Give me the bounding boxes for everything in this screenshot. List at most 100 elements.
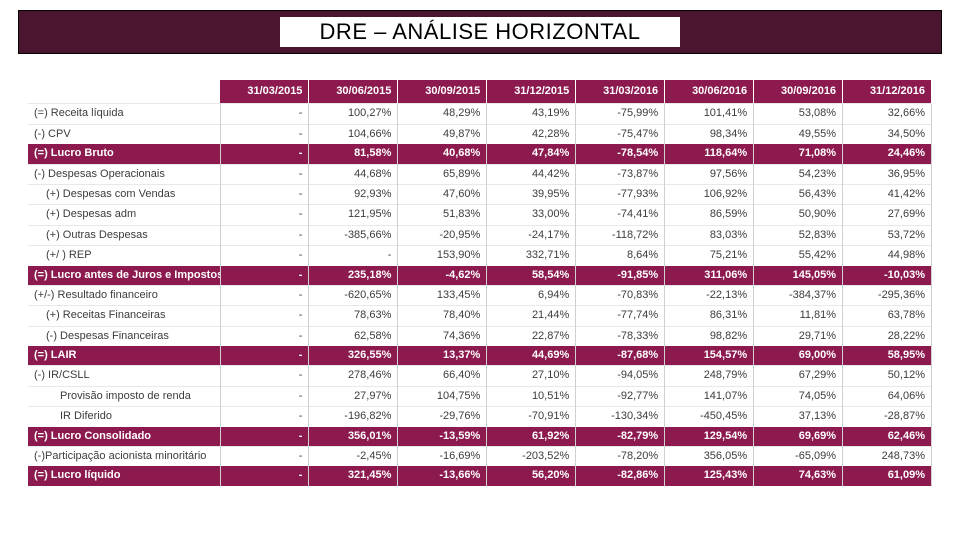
cell-value: 10,51% (487, 386, 576, 406)
cell-value: 34,50% (843, 124, 932, 144)
cell-value: -87,68% (576, 346, 665, 366)
cell-value: 332,71% (487, 246, 576, 266)
cell-value: 248,79% (665, 366, 754, 386)
table-row: (=) Lucro líquido-321,45%-13,66%56,20%-8… (28, 466, 932, 485)
cell-value: -73,87% (576, 164, 665, 184)
cell-value: -91,85% (576, 266, 665, 286)
cell-value: -450,45% (665, 407, 754, 427)
cell-value: 97,56% (665, 164, 754, 184)
cell-value: - (220, 306, 309, 326)
cell-value: 86,59% (665, 205, 754, 225)
cell-value: -385,66% (309, 225, 398, 245)
cell-value: - (220, 144, 309, 164)
cell-value: 55,42% (754, 246, 843, 266)
row-label: (=) LAIR (28, 346, 220, 366)
cell-value: -295,36% (843, 285, 932, 305)
cell-value: -13,66% (398, 466, 487, 485)
cell-value: -78,33% (576, 326, 665, 346)
cell-value: - (220, 407, 309, 427)
cell-value: 153,90% (398, 246, 487, 266)
column-header: 30/06/2016 (665, 80, 754, 104)
cell-value: -13,59% (398, 427, 487, 447)
cell-value: -78,54% (576, 144, 665, 164)
row-label: (=) Receita líquida (28, 104, 220, 124)
table-row: (=) Lucro antes de Juros e Impostos-235,… (28, 266, 932, 286)
cell-value: 50,12% (843, 366, 932, 386)
cell-value: 6,94% (487, 285, 576, 305)
cell-value: -29,76% (398, 407, 487, 427)
cell-value: -196,82% (309, 407, 398, 427)
cell-value: -82,86% (576, 466, 665, 485)
row-label: (-) Despesas Operacionais (28, 164, 220, 184)
column-header: 31/03/2016 (576, 80, 665, 104)
cell-value: 47,84% (487, 144, 576, 164)
cell-value: 129,54% (665, 427, 754, 447)
table-row: (+/ ) REP--153,90%332,71%8,64%75,21%55,4… (28, 246, 932, 266)
cell-value: 81,58% (309, 144, 398, 164)
cell-value: -77,93% (576, 184, 665, 204)
cell-value: -78,20% (576, 447, 665, 467)
cell-value: 36,95% (843, 164, 932, 184)
column-header: 30/09/2016 (754, 80, 843, 104)
cell-value: 29,71% (754, 326, 843, 346)
cell-value: 321,45% (309, 466, 398, 485)
table-row: (-) Despesas Operacionais-44,68%65,89%44… (28, 164, 932, 184)
cell-value: 39,95% (487, 184, 576, 204)
cell-value: 71,08% (754, 144, 843, 164)
cell-value: 52,83% (754, 225, 843, 245)
cell-value: 104,75% (398, 386, 487, 406)
cell-value: 62,46% (843, 427, 932, 447)
cell-value: 54,23% (754, 164, 843, 184)
cell-value: 74,63% (754, 466, 843, 485)
table-row: (=) Receita líquida-100,27%48,29%43,19%-… (28, 104, 932, 124)
cell-value: -70,83% (576, 285, 665, 305)
cell-value: 44,98% (843, 246, 932, 266)
cell-value: - (220, 427, 309, 447)
table-row: (=) Lucro Consolidado-356,01%-13,59%61,9… (28, 427, 932, 447)
cell-value: 106,92% (665, 184, 754, 204)
cell-value: 311,06% (665, 266, 754, 286)
cell-value: - (220, 124, 309, 144)
cell-value: -82,79% (576, 427, 665, 447)
cell-value: - (220, 326, 309, 346)
cell-value: 37,13% (754, 407, 843, 427)
cell-value: 49,87% (398, 124, 487, 144)
table-header-row: 31/03/201530/06/201530/09/201531/12/2015… (28, 80, 932, 104)
table-row: (+) Despesas com Vendas-92,93%47,60%39,9… (28, 184, 932, 204)
cell-value: 51,83% (398, 205, 487, 225)
table-row: (+) Receitas Financeiras-78,63%78,40%21,… (28, 306, 932, 326)
cell-value: 83,03% (665, 225, 754, 245)
table-row: (-) IR/CSLL-278,46%66,40%27,10%-94,05%24… (28, 366, 932, 386)
row-label: (=) Lucro Consolidado (28, 427, 220, 447)
cell-value: 21,44% (487, 306, 576, 326)
cell-value: -620,65% (309, 285, 398, 305)
cell-value: 61,92% (487, 427, 576, 447)
cell-value: - (220, 104, 309, 124)
cell-value: -94,05% (576, 366, 665, 386)
cell-value: -384,37% (754, 285, 843, 305)
cell-value: - (220, 184, 309, 204)
cell-value: 44,68% (309, 164, 398, 184)
cell-value: - (220, 285, 309, 305)
cell-value: 86,31% (665, 306, 754, 326)
cell-value: 24,46% (843, 144, 932, 164)
header-label-blank (28, 80, 220, 104)
cell-value: 28,22% (843, 326, 932, 346)
cell-value: - (220, 164, 309, 184)
cell-value: 125,43% (665, 466, 754, 485)
cell-value: -203,52% (487, 447, 576, 467)
cell-value: 22,87% (487, 326, 576, 346)
cell-value: -24,17% (487, 225, 576, 245)
cell-value: 63,78% (843, 306, 932, 326)
cell-value: -77,74% (576, 306, 665, 326)
cell-value: 56,20% (487, 466, 576, 485)
cell-value: 62,58% (309, 326, 398, 346)
table-row: IR Diferido--196,82%-29,76%-70,91%-130,3… (28, 407, 932, 427)
cell-value: 118,64% (665, 144, 754, 164)
cell-value: 44,69% (487, 346, 576, 366)
row-label: (-) Despesas Financeiras (28, 326, 220, 346)
title-bar: DRE – ANÁLISE HORIZONTAL (18, 10, 942, 54)
cell-value: 67,29% (754, 366, 843, 386)
cell-value: 104,66% (309, 124, 398, 144)
cell-value: 8,64% (576, 246, 665, 266)
